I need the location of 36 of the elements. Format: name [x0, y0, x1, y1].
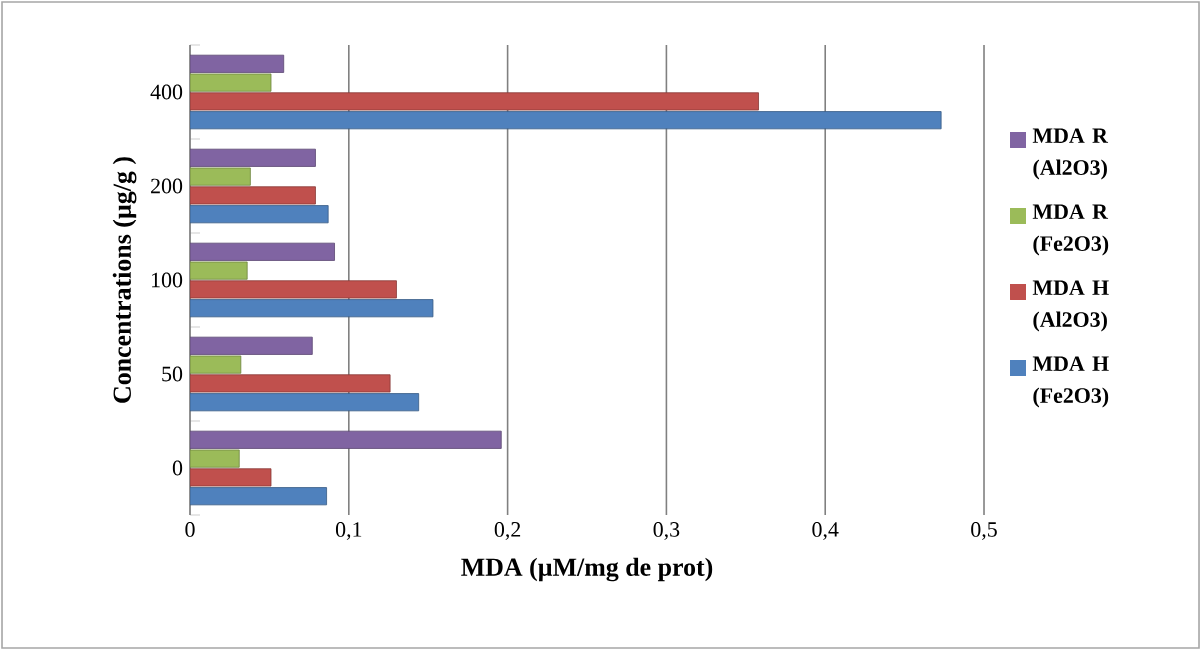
bar: [190, 54, 285, 73]
y-tick-label: 50: [162, 366, 183, 382]
bar: [190, 242, 335, 261]
bar: [190, 280, 397, 299]
bar: [190, 186, 316, 205]
bar: [190, 73, 272, 92]
bar: [190, 299, 434, 318]
y-tick-label: 100: [152, 272, 183, 288]
legend-label: MDA H (Al2O3): [1032, 280, 1109, 332]
x-tick-label: 0,4: [812, 522, 839, 540]
legend-label: MDA R (Al2O3): [1032, 128, 1109, 180]
bar: [190, 111, 942, 130]
bar: [190, 468, 272, 487]
bar: [190, 167, 251, 186]
legend-label: MDA H (Fe2O3): [1032, 356, 1109, 408]
x-tick-label: 0: [185, 522, 195, 537]
x-tick-label: 0,2: [494, 522, 521, 540]
bar: [190, 430, 502, 449]
legend-label: MDA R (Fe2O3): [1032, 204, 1109, 256]
y-tick-label: 400: [150, 84, 183, 100]
bar: [190, 374, 391, 393]
bar: [190, 449, 240, 468]
bar: [190, 261, 248, 280]
bar: [190, 487, 327, 506]
bar: [190, 205, 329, 224]
bar: [190, 92, 759, 111]
x-tick-label: 0,3: [653, 522, 680, 540]
bar: [190, 148, 316, 167]
bar: [190, 393, 420, 412]
y-tick-label: 0: [172, 460, 183, 476]
bar: [190, 336, 313, 355]
y-axis-title: Concentrations (µg/g ): [112, 157, 137, 403]
x-tick-label: 0,5: [971, 522, 997, 540]
y-tick-label: 200: [151, 178, 183, 194]
x-axis-title: MDA (µM/mg de prot): [461, 557, 713, 582]
x-tick-label: 0,1: [335, 522, 362, 540]
